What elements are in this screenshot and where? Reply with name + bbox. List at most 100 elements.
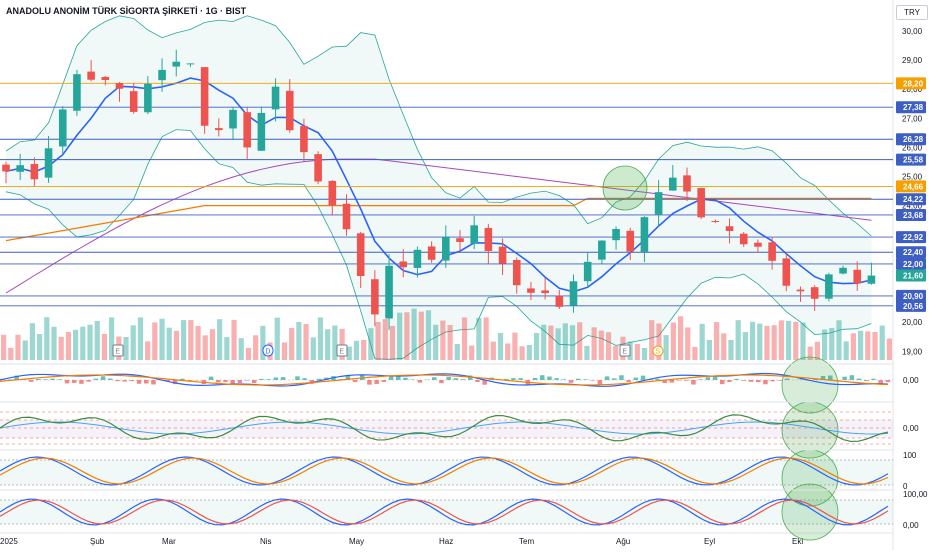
candle-body bbox=[385, 266, 393, 319]
x-tick-label: Tem bbox=[519, 537, 534, 546]
volume-bar bbox=[678, 316, 683, 360]
x-tick-label: Nis bbox=[260, 537, 272, 546]
volume-bar bbox=[195, 326, 200, 360]
candle-body bbox=[612, 229, 620, 240]
macd-histogram-bar bbox=[223, 380, 228, 382]
volume-bar bbox=[548, 326, 553, 360]
x-tick-label: Eki bbox=[792, 537, 803, 546]
candle-body bbox=[555, 296, 563, 307]
macd-histogram-bar bbox=[857, 379, 862, 380]
volume-bar bbox=[66, 332, 71, 360]
y-tick-label: 27,00 bbox=[902, 114, 923, 123]
candle-body bbox=[31, 164, 39, 179]
volume-bar bbox=[217, 319, 222, 360]
candle-body bbox=[45, 148, 53, 177]
volume-bar bbox=[599, 331, 604, 360]
candle-body bbox=[158, 70, 166, 80]
candle-body bbox=[201, 67, 209, 126]
volume-bar bbox=[311, 337, 316, 360]
candle-body bbox=[683, 175, 691, 191]
volume-bar bbox=[512, 333, 517, 360]
last-price-tag-label: 21,60 bbox=[903, 272, 924, 281]
stochrsi-tick-label: 0,00 bbox=[903, 521, 919, 530]
candle-body bbox=[712, 221, 720, 222]
macd-histogram-bar bbox=[101, 376, 106, 380]
candle-body bbox=[87, 72, 95, 80]
x-tick-label: May bbox=[349, 537, 364, 546]
volume-bar bbox=[556, 328, 561, 360]
volume-bar bbox=[764, 326, 769, 360]
candle-body bbox=[782, 258, 790, 285]
volume-bar bbox=[635, 344, 640, 360]
candle-body bbox=[485, 228, 493, 251]
macd-histogram-bar bbox=[418, 380, 423, 383]
volume-bar bbox=[685, 327, 690, 360]
macd-histogram-bar bbox=[727, 380, 732, 382]
candle-body bbox=[116, 83, 124, 89]
x-tick-label: Mar bbox=[162, 537, 176, 546]
stoch-tick-label: 100 bbox=[903, 451, 917, 460]
volume-bar bbox=[872, 332, 877, 360]
macd-histogram-bar bbox=[353, 380, 358, 382]
volume-bar bbox=[728, 340, 733, 360]
event-marker-label: E bbox=[339, 349, 344, 356]
candle-body bbox=[130, 91, 138, 112]
currency-button[interactable]: TRY bbox=[896, 5, 928, 20]
volume-bar bbox=[419, 312, 424, 360]
volume-bar bbox=[520, 346, 525, 360]
price-level-tag-label: 25,58 bbox=[903, 156, 924, 165]
candle-body bbox=[797, 290, 805, 292]
volume-bar bbox=[721, 333, 726, 360]
volume-bar bbox=[145, 341, 150, 360]
macd-histogram-bar bbox=[734, 379, 739, 380]
pane-stochastic-rsi bbox=[0, 499, 893, 525]
pane-rsi bbox=[0, 412, 893, 444]
y-tick-label: 19,00 bbox=[902, 347, 923, 356]
volume-bar bbox=[188, 320, 193, 360]
candle-body bbox=[768, 242, 776, 260]
macd-histogram-bar bbox=[144, 380, 149, 383]
volume-bar bbox=[174, 331, 179, 360]
volume-bar bbox=[887, 338, 892, 360]
macd-histogram-bar bbox=[454, 378, 459, 380]
stochrsi-tick-label: 100,00 bbox=[903, 490, 928, 499]
macd-histogram-bar bbox=[461, 379, 466, 380]
price-level-tag: 25,58 bbox=[896, 154, 926, 166]
volume-bar bbox=[397, 313, 402, 360]
candle-body bbox=[541, 290, 549, 293]
candle-body bbox=[243, 112, 251, 147]
volume-bar bbox=[354, 341, 359, 360]
volume-bar bbox=[404, 312, 409, 360]
volume-bar bbox=[836, 320, 841, 360]
macd-histogram-bar bbox=[151, 380, 156, 384]
volume-bar bbox=[282, 342, 287, 360]
macd-histogram-bar bbox=[886, 380, 891, 382]
macd-histogram-bar bbox=[511, 378, 516, 380]
volume-bar bbox=[498, 333, 503, 360]
bollinger-fill bbox=[6, 16, 871, 359]
candle-body bbox=[499, 247, 507, 264]
price-level-tag-label: 22,00 bbox=[903, 260, 924, 269]
macd-histogram-bar bbox=[245, 380, 250, 381]
candle-body bbox=[187, 63, 195, 64]
volume-bar bbox=[880, 325, 885, 360]
macd-histogram-bar bbox=[58, 379, 63, 380]
macd-histogram-bar bbox=[79, 380, 84, 384]
candle-body bbox=[343, 204, 351, 230]
event-marker: E bbox=[113, 345, 123, 356]
macd-histogram-bar bbox=[86, 380, 91, 382]
volume-bar bbox=[505, 343, 510, 360]
candle-body bbox=[868, 276, 876, 284]
macd-histogram-bar bbox=[713, 377, 718, 380]
candle-body bbox=[655, 192, 663, 214]
macd-histogram-bar bbox=[749, 380, 754, 382]
macd-histogram-bar bbox=[122, 380, 127, 382]
candle-body bbox=[584, 262, 592, 281]
macd-histogram-bar bbox=[634, 378, 639, 380]
price-level-tag-label: 22,40 bbox=[903, 248, 924, 257]
volume-bar bbox=[793, 322, 798, 360]
candle-body bbox=[172, 62, 180, 67]
volume-bar bbox=[858, 331, 863, 360]
macd-histogram-bar bbox=[403, 378, 408, 380]
candle-body bbox=[839, 268, 847, 274]
